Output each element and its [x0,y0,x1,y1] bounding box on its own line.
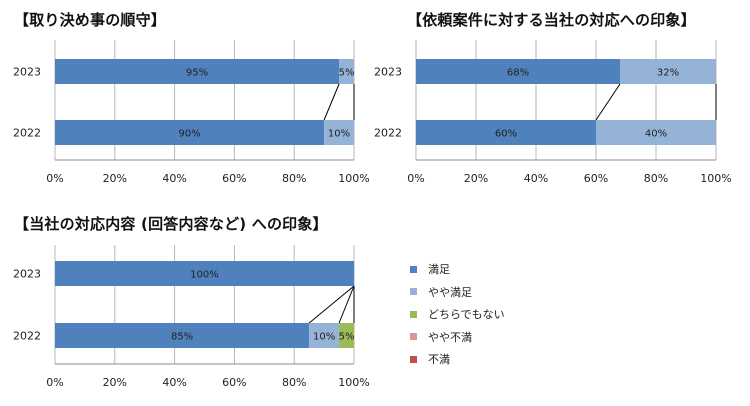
legend-swatch-somewhat-satisfied [410,288,417,296]
chart1-x-tick-label-0: 0% [407,172,424,185]
legend-label-somewhat-dissatisfied: やや不満 [428,330,472,344]
chart1-bar-2022-somewhat-satisfied [596,120,716,145]
chart1-data-label-2022-somewhat-satisfied: 40% [645,129,667,140]
chart2-data-label-2022-somewhat-satisfied: 10% [313,332,335,343]
chart-title-compliance: 【取り決め事の順守】 [14,11,167,29]
chart0-data-label-2023-satisfied: 95% [186,68,208,79]
chart0-x-tick-label-0: 0% [46,172,63,185]
chart0-x-tick-label-3: 60% [222,172,246,185]
legend-swatch-neutral [410,310,417,318]
chart0-bar-2023-satisfied [55,59,340,84]
chart-title-response-impression: 【依頼案件に対する当社の対応への印象】 [407,11,696,29]
legend-item-satisfied: 満足 [410,258,550,281]
legend-swatch-satisfied [410,265,417,273]
chart0-series-line-satisfied [323,83,340,121]
legend-item-somewhat-dissatisfied: やや不満 [410,326,550,349]
chart0-bar-2022-somewhat-satisfied [324,120,354,145]
chart2-x-tick-label-0: 0% [46,376,63,389]
chart1-category-label-2023: 2023 [374,66,402,79]
chart1-bar-2022-satisfied [416,120,596,145]
legend-label-neutral: どちらでもない [428,308,505,322]
chart1-series-line-satisfied [595,83,621,121]
legend-label-dissatisfied: 不満 [428,353,450,367]
chart2-data-label-2022-neutral: 5% [339,332,355,343]
chart2-data-label-2022-satisfied: 85% [171,332,193,343]
chart0-x-tick-label-2: 40% [162,172,186,185]
chart2-x-tick-label-5: 100% [338,376,369,389]
chart2-x-tick-label-3: 60% [222,376,246,389]
chart2-bar-2022-somewhat-satisfied [309,323,340,348]
chart2-series-line-satisfied [308,285,355,324]
chart1-x-tick-label-5: 100% [700,172,731,185]
chart1-x-tick-label-4: 80% [644,172,668,185]
chart0-x-tick-label-5: 100% [338,172,369,185]
legend-swatch-somewhat-dissatisfied [410,333,417,341]
chart1-category-label-2022: 2022 [374,127,402,140]
chart1-data-label-2023-somewhat-satisfied: 32% [657,68,679,79]
chart-title-content-impression: 【当社の対応内容 (回答内容など) への印象】 [14,215,328,233]
legend-item-dissatisfied: 不満 [410,348,550,371]
legend-label-satisfied: 満足 [428,263,450,277]
legend-item-neutral: どちらでもない [410,303,550,326]
chart1-bar-2023-satisfied [416,59,620,84]
legend-item-somewhat-satisfied: やや満足 [410,281,550,304]
chart2-x-tick-label-1: 20% [103,376,127,389]
chart1-bar-2023-somewhat-satisfied [620,59,716,84]
chart0-x-tick-label-1: 20% [103,172,127,185]
chart0-data-label-2022-somewhat-satisfied: 10% [328,129,350,140]
chart0-data-label-2022-satisfied: 90% [178,129,200,140]
chart0-bar-2022-satisfied [55,120,325,145]
chart0-category-label-2022: 2022 [13,127,41,140]
chart2-x-tick-label-2: 40% [162,376,186,389]
chart2-data-label-2023-satisfied: 100% [190,270,219,281]
chart1-x-tick-label-1: 20% [464,172,488,185]
chart2-bar-2022-satisfied [55,323,310,348]
chart0-x-tick-label-4: 80% [282,172,306,185]
chart0-data-label-2023-somewhat-satisfied: 5% [339,68,355,79]
legend-label-somewhat-satisfied: やや満足 [428,285,472,299]
chart1-data-label-2023-satisfied: 68% [507,68,529,79]
chart2-category-label-2022: 2022 [13,330,41,343]
chart0-bar-2023-somewhat-satisfied [339,59,354,84]
chart0-category-label-2023: 2023 [13,66,41,79]
chart1-data-label-2022-satisfied: 60% [495,129,517,140]
legend: 満足 やや満足 どちらでもない やや不満 不満 [410,258,550,371]
chart1-x-tick-label-2: 40% [524,172,548,185]
chart2-category-label-2023: 2023 [13,268,41,281]
chart2-series-line-somewhat-satisfied [338,285,355,324]
chart1-x-tick-label-3: 60% [584,172,608,185]
chart2-bar-2023-satisfied [55,261,354,286]
chart2-bar-2022-neutral [339,323,354,348]
legend-swatch-dissatisfied [410,355,417,363]
chart2-x-tick-label-4: 80% [282,376,306,389]
